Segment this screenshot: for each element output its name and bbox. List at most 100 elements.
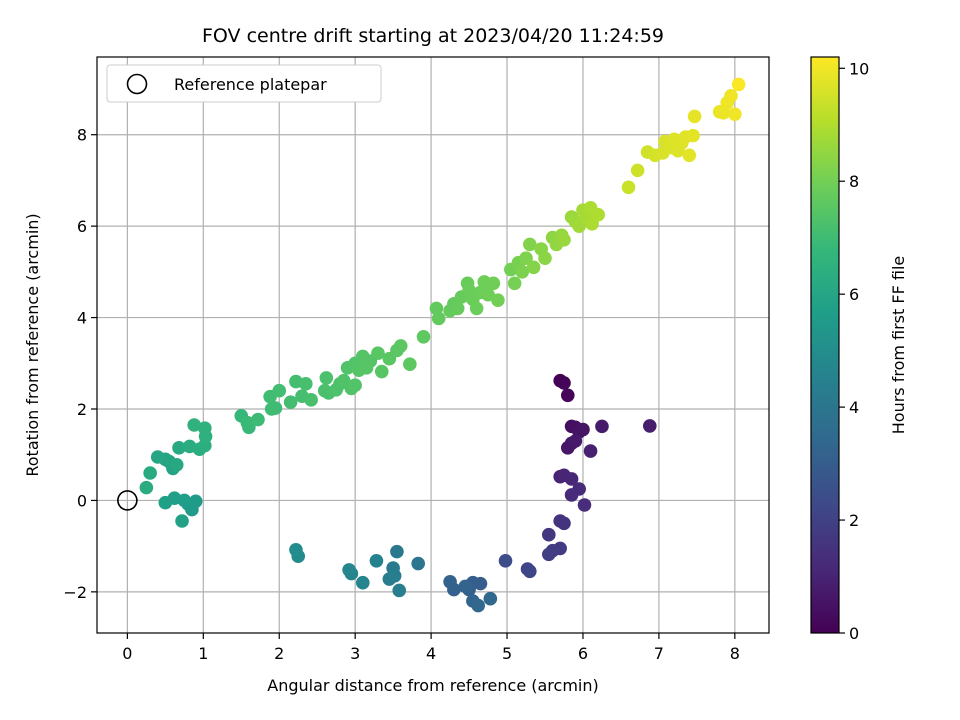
- data-point: [621, 180, 636, 195]
- y-tick-label: 6: [77, 217, 87, 236]
- x-tick-label: 7: [654, 644, 664, 663]
- data-point: [491, 293, 505, 308]
- colorbar-tick: 2: [849, 511, 859, 530]
- colorbar-tick-label: 0: [849, 624, 859, 643]
- data-point: [538, 251, 552, 265]
- data-point: [187, 418, 201, 432]
- data-point: [450, 301, 465, 316]
- colorbar-tick: 10: [849, 59, 869, 78]
- data-point: [392, 583, 407, 598]
- x-tick: 7: [654, 644, 664, 663]
- data-point: [572, 219, 586, 233]
- colorbar-ticks: 0 2 4 6 8 10: [839, 59, 869, 643]
- data-point: [507, 276, 522, 291]
- data-point: [359, 361, 374, 375]
- data-point: [169, 457, 184, 472]
- x-tick: 1: [198, 644, 208, 663]
- y-tick-label: 8: [77, 126, 87, 145]
- data-point: [289, 543, 303, 557]
- data-point: [443, 575, 457, 589]
- data-point: [731, 77, 746, 92]
- x-tick-label: 5: [502, 644, 512, 663]
- data-point: [523, 237, 537, 252]
- y-tick: −2: [63, 583, 87, 602]
- legend-entry-reference-platepar: Reference platepar: [174, 75, 327, 94]
- colorbar-tick-label: 8: [849, 172, 859, 191]
- data-point: [374, 364, 389, 379]
- x-tick-label: 4: [426, 644, 436, 663]
- x-tick-label: 6: [578, 644, 588, 663]
- chart-title: FOV centre drift starting at 2023/04/20 …: [202, 25, 664, 47]
- data-point: [348, 378, 362, 393]
- plot-frame: [96, 56, 770, 634]
- data-point: [150, 450, 165, 464]
- data-point: [724, 89, 738, 103]
- data-point: [283, 395, 298, 409]
- data-point: [557, 516, 571, 531]
- y-tick-label: 4: [77, 309, 87, 328]
- data-point: [390, 544, 404, 559]
- data-point: [416, 329, 431, 344]
- data-point: [355, 575, 370, 590]
- x-axis-ticks: 0 1 2 3 4 5 6 7 8: [122, 633, 740, 663]
- data-point: [403, 357, 417, 372]
- data-point: [728, 107, 742, 121]
- x-tick-label: 1: [198, 644, 208, 663]
- data-point: [519, 251, 533, 265]
- data-point: [682, 148, 697, 163]
- data-point: [560, 388, 575, 403]
- data-point: [251, 412, 265, 427]
- data-point: [687, 109, 702, 124]
- data-point: [272, 383, 287, 398]
- colorbar-label: Hours from first FF file: [889, 256, 908, 435]
- data-point: [369, 553, 384, 568]
- x-tick-label: 0: [122, 644, 132, 663]
- x-tick: 0: [122, 644, 132, 663]
- data-point: [541, 547, 556, 562]
- data-point: [642, 419, 657, 433]
- data-point: [486, 276, 501, 291]
- colorbar-tick-label: 4: [849, 398, 859, 417]
- reference-platepar-marker: [117, 490, 138, 511]
- data-point: [268, 401, 283, 415]
- data-point: [198, 421, 212, 436]
- data-point: [686, 128, 700, 143]
- y-tick-label: −2: [63, 583, 87, 602]
- colorbar-tick: 8: [849, 172, 859, 191]
- y-tick: 2: [77, 400, 87, 419]
- data-point: [411, 556, 425, 571]
- data-point: [143, 466, 157, 480]
- y-tick: 4: [77, 309, 87, 328]
- data-point: [469, 301, 484, 316]
- x-tick: 3: [350, 644, 360, 663]
- y-axis-ticks: −2 0 2 4 6 8: [63, 126, 97, 602]
- y-axis-label: Rotation from reference (arcmin): [23, 213, 42, 476]
- data-point: [473, 576, 488, 591]
- y-tick-label: 2: [77, 400, 87, 419]
- data-point: [172, 441, 186, 455]
- legend: Reference platepar: [106, 64, 382, 103]
- colorbar: 0 2 4 6 8 10 Hours from first FF file: [810, 56, 908, 643]
- x-tick: 5: [502, 644, 512, 663]
- data-point: [240, 415, 255, 430]
- data-point: [431, 311, 446, 326]
- data-point: [188, 494, 203, 509]
- data-point: [564, 488, 579, 502]
- data-point: [371, 346, 385, 361]
- data-point: [515, 265, 530, 279]
- colorbar-tick: 0: [849, 624, 859, 643]
- data-point: [393, 339, 408, 353]
- x-tick-label: 8: [730, 644, 740, 663]
- x-tick: 6: [578, 644, 588, 663]
- data-point: [583, 444, 598, 458]
- data-point: [595, 419, 609, 434]
- y-tick: 0: [77, 491, 87, 510]
- data-point: [557, 376, 571, 390]
- data-point: [387, 569, 402, 583]
- colorbar-tick-label: 6: [849, 285, 859, 304]
- data-point: [526, 260, 541, 275]
- y-tick: 8: [77, 126, 87, 145]
- colorbar-tick: 6: [849, 285, 859, 304]
- data-point: [304, 393, 318, 407]
